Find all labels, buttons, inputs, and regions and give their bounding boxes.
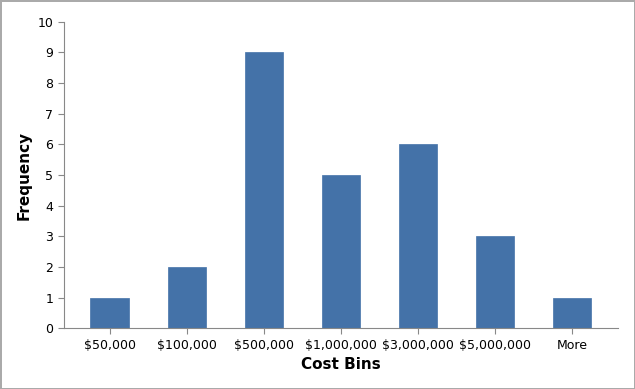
Bar — [399, 144, 438, 328]
Bar — [244, 53, 283, 328]
X-axis label: Cost Bins: Cost Bins — [301, 357, 381, 372]
Bar — [553, 298, 591, 328]
Y-axis label: Frequency: Frequency — [17, 130, 32, 219]
Bar — [476, 237, 514, 328]
Bar — [90, 298, 129, 328]
Bar — [322, 175, 360, 328]
Bar — [168, 267, 206, 328]
